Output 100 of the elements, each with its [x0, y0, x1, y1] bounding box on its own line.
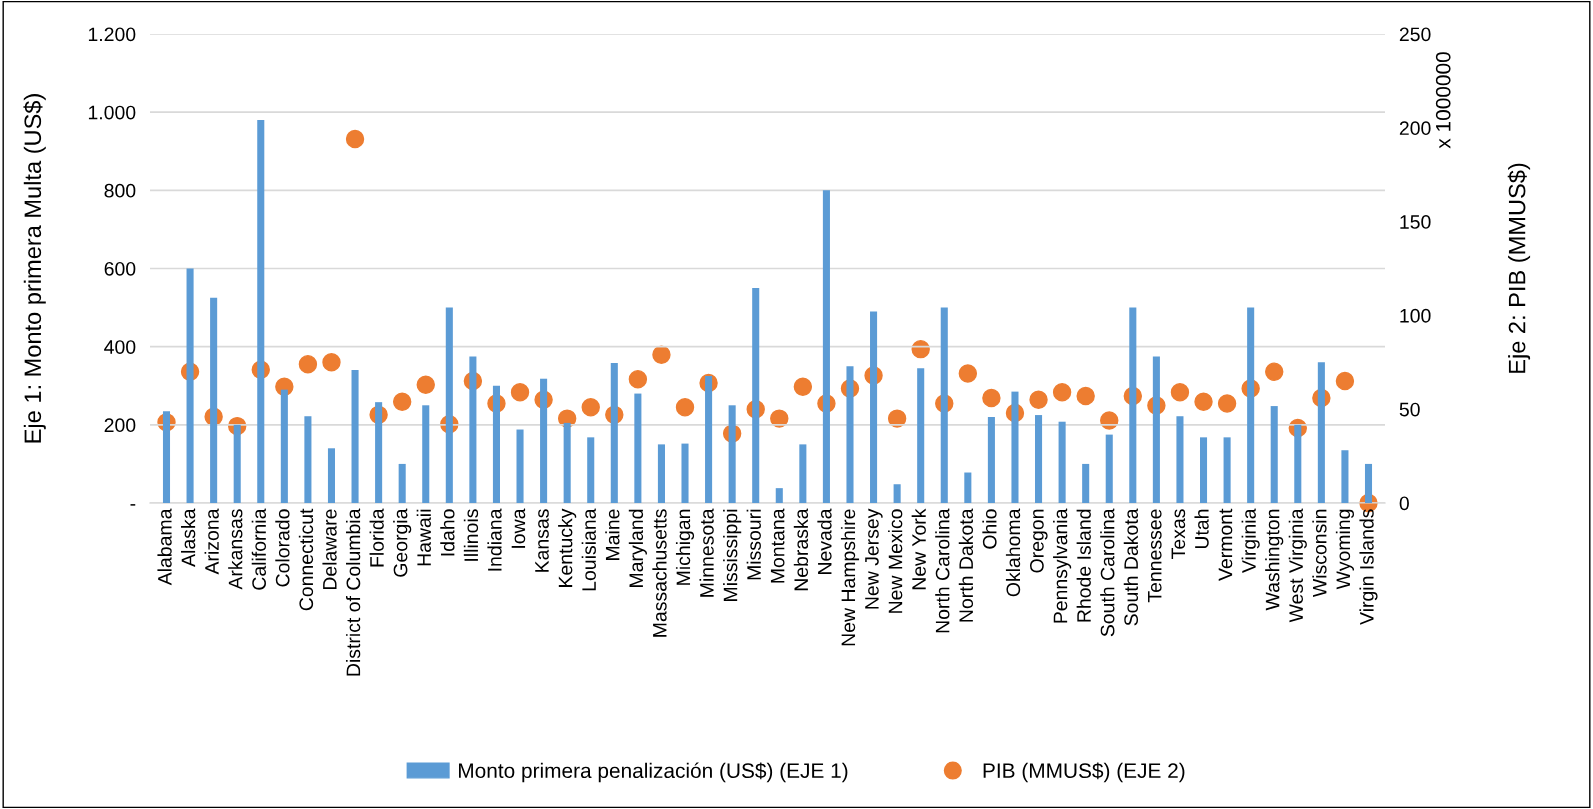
text: x 1000000 [1435, 52, 1451, 149]
bar [752, 288, 760, 503]
bar [304, 416, 312, 503]
x-tick-label: Arizona [204, 508, 219, 575]
x-tick-label: Alabama [157, 508, 172, 586]
x-tick-label: Kansas [535, 509, 549, 572]
bar [469, 356, 477, 503]
point [628, 369, 648, 389]
y-tick-label: 800 [104, 183, 136, 198]
x-tick-label: New Hampshire [840, 509, 860, 646]
y2-axis-title: Eje 2: PIB (MMUS$) [1507, 163, 1531, 373]
point [1335, 371, 1355, 391]
point [982, 388, 1001, 408]
point [1217, 394, 1237, 413]
bar [893, 484, 901, 503]
legend-label: Monto primera penalización (US$) (EJE 1) [459, 762, 848, 783]
point [793, 377, 813, 396]
x-tick-label: Minnesota [699, 508, 714, 597]
bar [610, 363, 618, 503]
bar [728, 405, 736, 503]
bar [1247, 307, 1255, 503]
x-tick-label: Idaho [440, 509, 455, 556]
bar [1317, 362, 1325, 503]
bar [1294, 424, 1302, 503]
x-tick-label: Virginia [1241, 508, 1260, 573]
bar [210, 297, 218, 503]
bar [634, 393, 642, 503]
x-tick-label: South Dakota [1123, 508, 1139, 626]
y-tick-label: 600 [104, 261, 136, 276]
bar [870, 311, 878, 503]
y-tick-label: 400 [104, 340, 136, 354]
x-tick-label: Kentucky [558, 508, 577, 587]
y-tick-label: 200 [104, 418, 136, 433]
y-tick-label: - [130, 504, 136, 506]
bar [445, 307, 453, 503]
bar [822, 190, 830, 503]
bar [940, 307, 948, 503]
x-tick-label: Tennessee [1148, 509, 1162, 603]
bar [1011, 391, 1019, 503]
bar [1152, 356, 1160, 503]
bar [1129, 307, 1137, 503]
point [652, 345, 671, 364]
x-tick-label: Rhode Island [1076, 509, 1091, 622]
bar [681, 443, 689, 503]
y2-tick-label: 250 [1399, 27, 1431, 42]
x-tick-label: Massachusetts [652, 509, 667, 637]
bar [1035, 415, 1043, 503]
x-tick-label: Connecticut [298, 508, 314, 611]
bar [1270, 406, 1278, 503]
x-tick-label: Montana [770, 508, 785, 583]
x-tick-label: Alaska [181, 508, 196, 567]
x-tick-label: Utah [1194, 509, 1209, 549]
bar [705, 375, 713, 503]
bar [492, 385, 500, 503]
x-tick-label: Illinois [463, 509, 479, 561]
x-tick-label: New York [911, 508, 926, 590]
x-tick-label: New Mexico [888, 509, 903, 613]
bar [1176, 416, 1184, 503]
bar [375, 402, 383, 503]
point [416, 375, 435, 395]
bar [233, 424, 241, 503]
point [958, 364, 978, 383]
x-tick-label: Indiana [487, 508, 502, 571]
y2-tick-label: 0 [1399, 496, 1409, 511]
x-tick-label: New Jersey [865, 508, 883, 609]
legend-label: PIB (MMUS$) (EJE 2) [983, 762, 1185, 783]
y-tick-label: 1.200 [88, 27, 136, 42]
bar [846, 366, 854, 503]
x-tick-label: Missouri [746, 509, 761, 580]
point [1029, 390, 1048, 410]
x-tick-label: North Dakota [958, 508, 974, 622]
bar [351, 370, 359, 503]
bar [327, 448, 336, 503]
point [1076, 386, 1095, 406]
bar [516, 429, 524, 503]
bar [1082, 463, 1090, 503]
y2-tick-label: 200 [1399, 121, 1431, 136]
bar [563, 422, 571, 503]
y2-tick-label: 100 [1400, 308, 1431, 323]
x-tick-label: Nebraska [793, 508, 809, 591]
bar [398, 463, 406, 503]
point [510, 383, 530, 402]
x-tick-label: West Virginia [1288, 508, 1307, 623]
point [322, 353, 341, 372]
bar [1058, 421, 1066, 503]
x-tick-label: Delaware [322, 509, 337, 590]
bar [162, 411, 171, 503]
x-tick-label: Arkansas [228, 509, 243, 590]
bar [422, 405, 430, 503]
point [1052, 383, 1072, 402]
x-tick-label: Colorado [275, 509, 290, 587]
y2-tick-label: 50 [1399, 402, 1420, 417]
point [675, 398, 695, 417]
x-tick-label: North Carolina [935, 508, 950, 633]
bar [775, 488, 783, 503]
x-tick-label: Louisiana [581, 508, 596, 591]
bar [587, 437, 595, 503]
point [1170, 383, 1190, 402]
bar [540, 378, 548, 503]
bar [280, 389, 288, 503]
